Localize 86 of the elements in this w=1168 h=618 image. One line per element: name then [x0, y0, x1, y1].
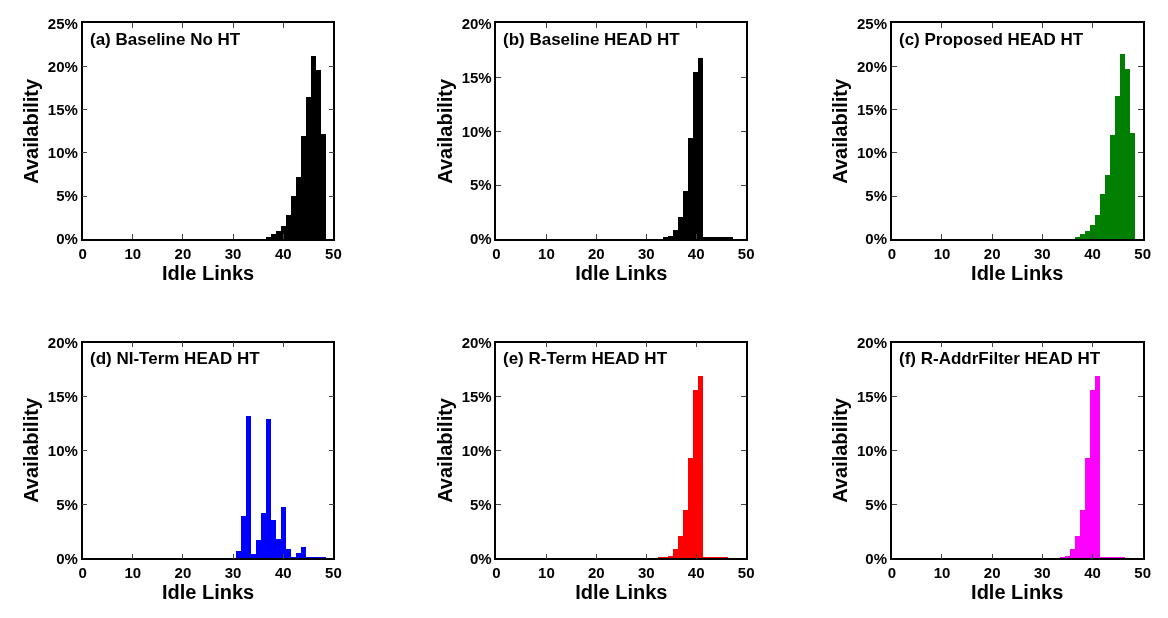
- x-tick-label: 20: [983, 564, 1001, 582]
- x-tick-label: 30: [637, 564, 655, 582]
- x-tick-label: 10: [538, 244, 555, 262]
- y-axis-title: Availability: [433, 397, 456, 503]
- x-tick-label: 30: [637, 244, 655, 262]
- y-axis-title: Availability: [829, 78, 852, 184]
- y-axis-title: Availability: [19, 78, 42, 184]
- chart-title: (d) NI-Term HEAD HT: [90, 349, 261, 368]
- x-tick-label: 50: [1134, 564, 1151, 582]
- chart-title: (a) Baseline No HT: [90, 30, 241, 49]
- x-axis-title: Idle Links: [161, 261, 255, 284]
- x-tick-label: 0: [887, 244, 896, 262]
- y-tick-label: 5%: [470, 176, 492, 194]
- y-axis-title: Availability: [433, 78, 456, 184]
- y-axis-title: Availability: [829, 397, 852, 503]
- y-tick-label: 20%: [47, 333, 78, 351]
- y-tick-label: 25%: [47, 14, 78, 32]
- x-tick-label: 40: [687, 244, 705, 262]
- y-tick-label: 5%: [56, 495, 78, 513]
- chart-title: (e) R-Term HEAD HT: [503, 349, 668, 368]
- x-axis-title: Idle Links: [161, 581, 255, 604]
- y-tick-label: 0%: [56, 549, 78, 567]
- x-tick-label: 10: [124, 564, 142, 582]
- x-tick-label: 40: [1084, 244, 1101, 262]
- y-tick-label: 0%: [865, 230, 888, 248]
- y-tick-label: 15%: [47, 387, 78, 405]
- x-tick-label: 40: [687, 564, 705, 582]
- y-tick-label: 20%: [461, 333, 492, 351]
- chart-title: (b) Baseline HEAD HT: [503, 30, 681, 49]
- x-tick-label: 0: [492, 244, 501, 262]
- y-tick-label: 5%: [56, 187, 78, 205]
- x-axis-title: Idle Links: [575, 581, 668, 604]
- y-tick-label: 25%: [857, 14, 888, 32]
- x-tick-label: 50: [737, 564, 755, 582]
- y-tick-label: 15%: [857, 387, 888, 405]
- y-tick-label: 5%: [865, 495, 888, 513]
- y-tick-label: 10%: [857, 441, 888, 459]
- x-axis-title: Idle Links: [971, 581, 1064, 604]
- x-tick-label: 50: [737, 244, 755, 262]
- y-tick-label: 10%: [461, 122, 492, 140]
- y-tick-label: 0%: [470, 549, 492, 567]
- x-tick-label: 20: [174, 564, 192, 582]
- y-tick-label: 15%: [857, 100, 888, 118]
- y-tick-label: 20%: [461, 14, 492, 32]
- y-tick-label: 5%: [865, 187, 888, 205]
- y-tick-label: 10%: [857, 144, 888, 162]
- x-tick-label: 40: [1084, 564, 1101, 582]
- chart-title: (f) R-AddrFilter HEAD HT: [899, 349, 1101, 368]
- chart-title: (c) Proposed HEAD HT: [899, 30, 1084, 49]
- x-tick-label: 10: [124, 244, 142, 262]
- y-tick-label: 15%: [461, 68, 492, 86]
- x-tick-label: 0: [887, 564, 896, 582]
- x-tick-label: 30: [1033, 244, 1051, 262]
- x-tick-label: 40: [274, 564, 292, 582]
- x-tick-label: 0: [492, 564, 501, 582]
- x-tick-label: 20: [587, 244, 605, 262]
- x-tick-label: 30: [224, 564, 242, 582]
- x-axis-title: Idle Links: [575, 261, 668, 284]
- y-tick-label: 0%: [56, 230, 78, 248]
- x-tick-label: 50: [1134, 244, 1151, 262]
- y-tick-label: 20%: [857, 333, 888, 351]
- x-tick-label: 10: [933, 564, 951, 582]
- x-tick-label: 40: [274, 244, 292, 262]
- x-tick-label: 50: [325, 244, 342, 262]
- x-tick-label: 30: [224, 244, 242, 262]
- x-tick-label: 20: [587, 564, 605, 582]
- y-tick-label: 15%: [47, 100, 78, 118]
- x-tick-label: 10: [538, 564, 555, 582]
- x-tick-label: 50: [325, 564, 342, 582]
- x-tick-label: 0: [78, 564, 87, 582]
- y-tick-label: 15%: [461, 387, 492, 405]
- y-tick-label: 10%: [461, 441, 492, 459]
- y-tick-label: 10%: [47, 441, 78, 459]
- x-tick-label: 10: [933, 244, 951, 262]
- y-tick-label: 10%: [47, 144, 78, 162]
- x-tick-label: 20: [983, 244, 1001, 262]
- x-tick-label: 20: [174, 244, 192, 262]
- y-tick-label: 20%: [47, 57, 78, 75]
- y-axis-title: Availability: [19, 397, 42, 503]
- y-tick-label: 20%: [857, 57, 888, 75]
- x-tick-label: 30: [1033, 564, 1051, 582]
- y-tick-label: 0%: [470, 230, 492, 248]
- x-tick-label: 0: [78, 244, 87, 262]
- y-tick-label: 5%: [470, 495, 492, 513]
- y-tick-label: 0%: [865, 549, 888, 567]
- x-axis-title: Idle Links: [971, 261, 1064, 284]
